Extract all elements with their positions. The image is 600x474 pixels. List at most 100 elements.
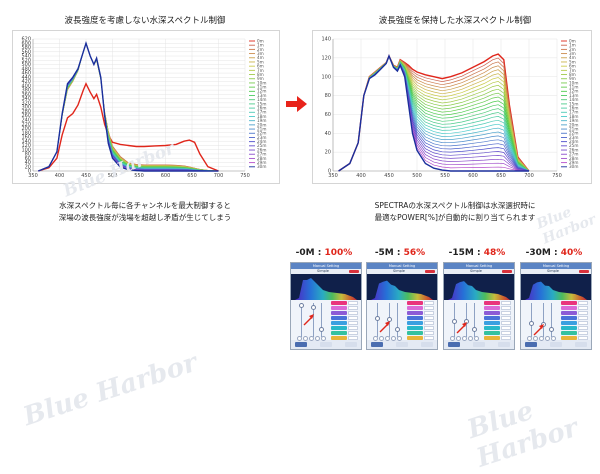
phone-preset-tab[interactable] [345,342,357,347]
phone-dot-button[interactable] [539,336,545,342]
phone-channel-bar[interactable] [484,331,500,335]
phone-channel-bar[interactable] [331,331,347,335]
phone-channel-bar[interactable] [331,336,347,340]
phone-channel-bar[interactable] [407,306,423,310]
phone-channel-bar[interactable] [484,316,500,320]
phone-channel-bar[interactable] [484,326,500,330]
phone-slider-knob[interactable] [464,319,469,325]
phone-channel-bar[interactable] [484,301,500,305]
phone-dot-button[interactable] [321,336,327,342]
phone-dot-button[interactable] [297,336,303,342]
y-tick-label: 360 [21,92,31,98]
legend-entry: 1m [569,43,576,48]
phone-mode-button[interactable] [502,270,512,273]
y-tick-label: 60 [25,156,31,162]
phone-slider-knob[interactable] [299,303,304,308]
phone-mode-button[interactable] [349,270,359,273]
phone-channel-bar[interactable] [407,316,423,320]
y-tick-label: 560 [21,49,31,55]
phone-channel-bar[interactable] [561,306,577,310]
phone-preset-tab[interactable] [498,342,510,347]
phone-dot-button[interactable] [385,336,391,342]
phone-dot-button[interactable] [468,336,474,342]
phone-preset-tab[interactable] [473,342,485,347]
phone-slider-track[interactable] [397,303,399,337]
phone-channel-bar[interactable] [561,316,577,320]
phone-preset-tab[interactable] [320,342,332,347]
phone-channel-bar[interactable] [484,306,500,310]
phone-slider-track[interactable] [313,303,315,337]
phone-slider-knob[interactable] [549,327,554,332]
phone-dot-button[interactable] [551,336,557,342]
phone-channel-bar[interactable] [331,321,347,325]
phone-slider-knob[interactable] [472,327,477,332]
phone-channel-bar[interactable] [407,301,423,305]
legend-entry: 0m [257,38,264,43]
phone-preset-tab[interactable] [575,342,587,347]
phone-channel-bar[interactable] [561,311,577,315]
phone-channel-bar[interactable] [561,301,577,305]
left-caption-line-1: 水深スペクトル毎に各チャンネルを最大制御すると [59,201,231,210]
phone-dot-button[interactable] [373,336,379,342]
phone-dot-button[interactable] [527,336,533,342]
phone-dot-button[interactable] [309,336,315,342]
legend-entry: 3m [569,51,576,56]
phone-channel-bar[interactable] [561,336,577,340]
phone-dot-button[interactable] [303,336,309,342]
phone-channel-bar[interactable] [484,311,500,315]
phone-dot-button[interactable] [474,336,480,342]
y-tick-label: 320 [21,100,31,106]
phone-dot-button[interactable] [456,336,462,342]
phone-channel-bar[interactable] [407,326,423,330]
phone-dot-button[interactable] [391,336,397,342]
phone-dot-button[interactable] [397,336,403,342]
phone-preset-tab[interactable] [371,342,383,347]
phone-preset-tab[interactable] [525,342,537,347]
phone-dot-button[interactable] [379,336,385,342]
phone-slider-track[interactable] [301,303,303,337]
phone-channel-bar[interactable] [331,301,347,305]
phone-slider-track[interactable] [543,303,545,337]
phone-channel-bar[interactable] [407,336,423,340]
phone-preset-tab[interactable] [295,342,307,347]
phone-channel-bar[interactable] [331,311,347,315]
legend-entry: 18m [569,114,578,119]
phone-dot-button[interactable] [462,336,468,342]
phone-channel-bar[interactable] [331,306,347,310]
phone-slider-track[interactable] [321,303,323,337]
phone-slider-track[interactable] [474,303,476,337]
phone-channel-bar[interactable] [407,311,423,315]
phone-dot-button[interactable] [533,336,539,342]
phone-channel-bar[interactable] [561,331,577,335]
phone-preset-tab[interactable] [396,342,408,347]
phone-mode-button[interactable] [579,270,589,273]
phone-channel-bar[interactable] [484,321,500,325]
phone-slider-track[interactable] [531,303,533,337]
phone-channel-bar[interactable] [484,336,500,340]
phone-dot-button[interactable] [545,336,551,342]
phone-preset-tab[interactable] [448,342,460,347]
phone-channel-bar[interactable] [561,321,577,325]
phone-channel-value-box [348,316,358,320]
phone-channel-bar[interactable] [331,316,347,320]
phone-slider-knob[interactable] [395,327,400,332]
phone-slider-knob[interactable] [311,304,316,310]
phone-channel-bar[interactable] [561,326,577,330]
phone-slider-track[interactable] [551,303,553,337]
phone-slider-knob[interactable] [529,321,534,326]
phone-preset-tab[interactable] [550,342,562,347]
phone-slider-knob[interactable] [319,327,324,332]
phone-channel-bar[interactable] [407,331,423,335]
phone-mode-button[interactable] [425,270,435,273]
phone-control-panel [521,300,591,342]
phone-dot-button[interactable] [450,336,456,342]
phone-channel-value-box [501,311,511,315]
phone-slider-knob[interactable] [452,318,457,324]
phone-preset-tab[interactable] [421,342,433,347]
phone-channel-bar[interactable] [407,321,423,325]
phone-channel-value-box [501,326,511,330]
phone-dot-button[interactable] [315,336,321,342]
phone-channel-bar[interactable] [331,326,347,330]
phone-channel-value-box [578,336,588,340]
phone-slider-knob[interactable] [375,316,380,322]
